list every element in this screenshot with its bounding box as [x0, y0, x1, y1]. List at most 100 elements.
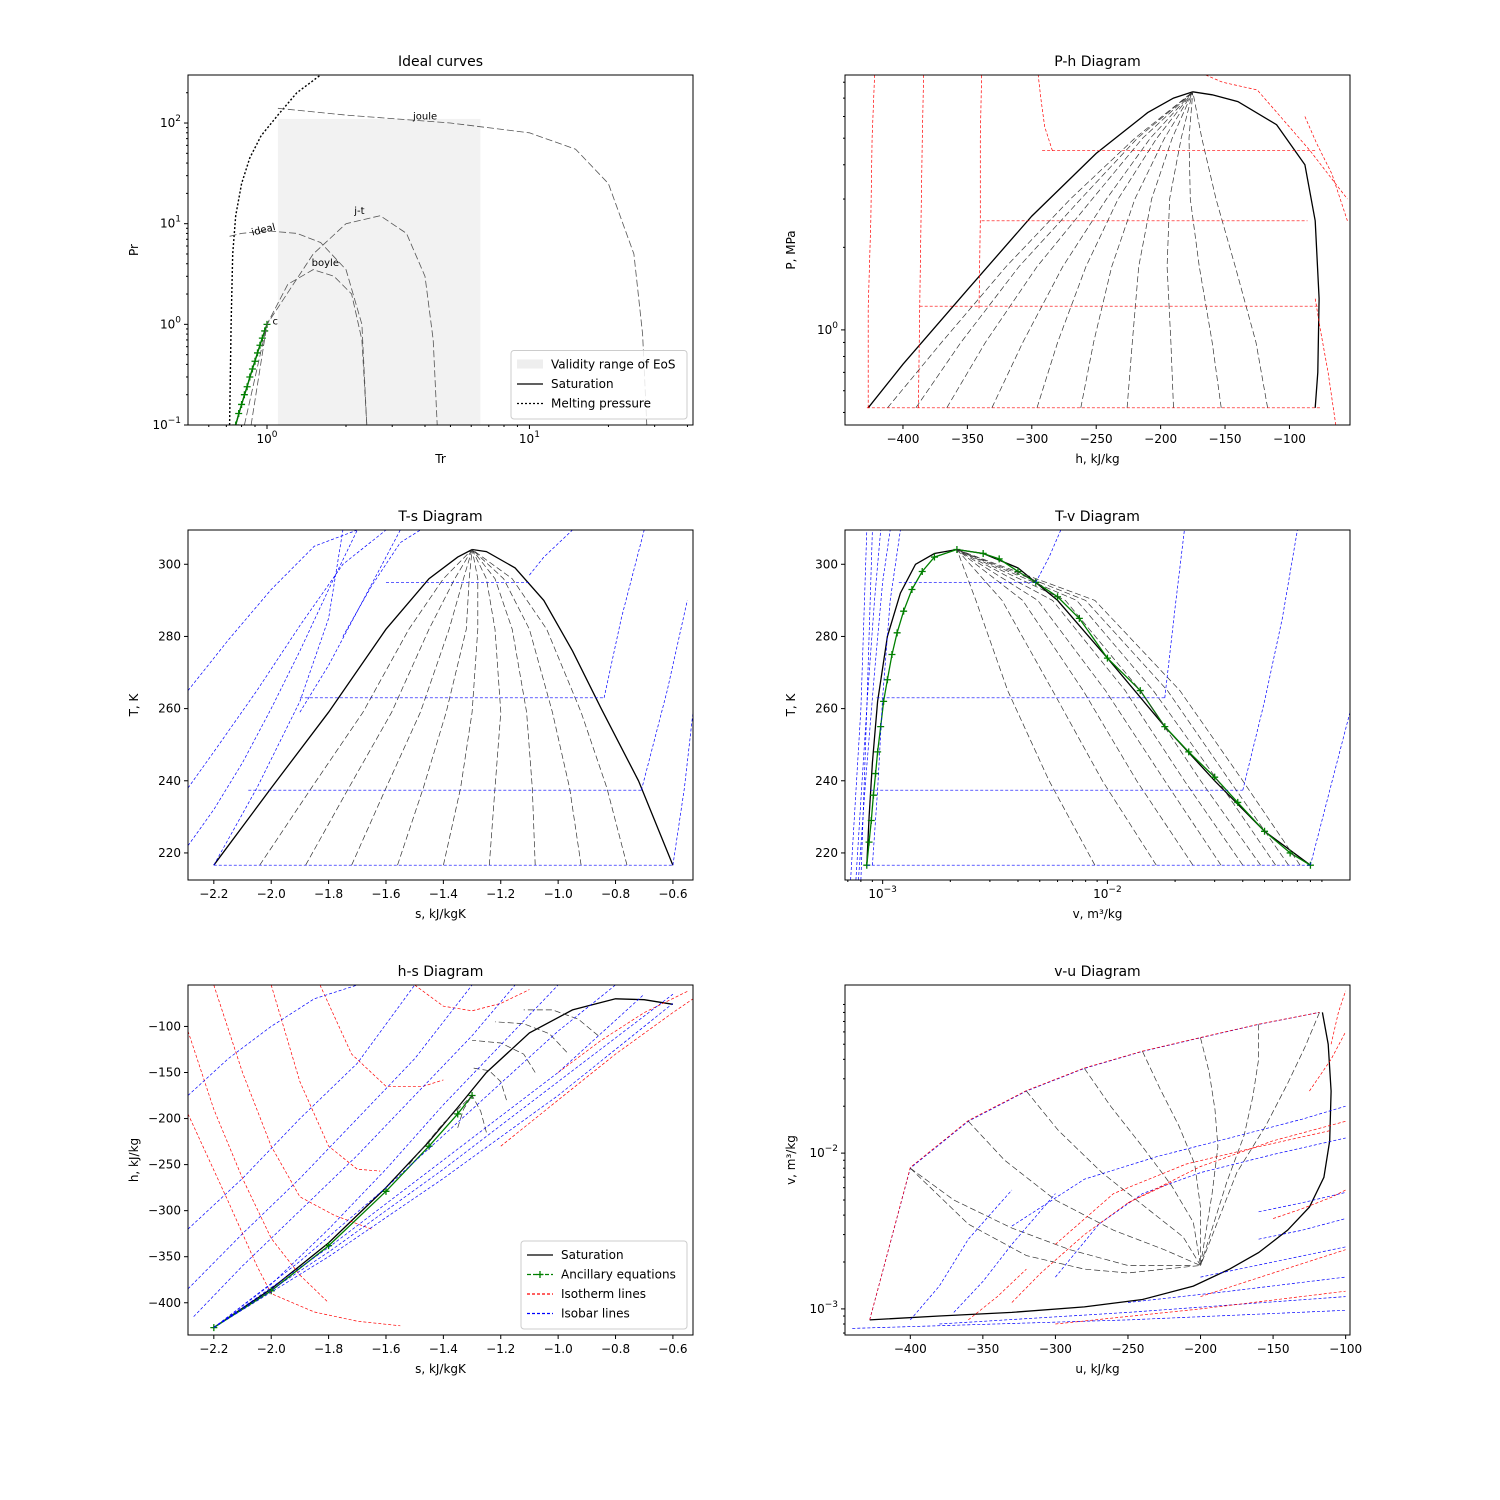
ancillary-point — [1161, 723, 1169, 731]
y-tick-label: 10−1 — [152, 416, 181, 432]
series-isotherm-line — [270, 985, 381, 1172]
series-isobar-line — [672, 712, 693, 866]
series-isoquality-line — [1192, 91, 1268, 408]
x-tick-label: −0.8 — [601, 1342, 630, 1356]
series-isoquality-line — [956, 549, 1157, 866]
series-isotherm-line — [1330, 990, 1346, 1045]
series-isobar-line — [213, 993, 645, 1328]
ancillary-point — [872, 770, 880, 778]
series-isotherm-line — [1205, 75, 1348, 200]
series-isobar-line — [188, 985, 473, 1290]
series-isobar-line — [1310, 712, 1350, 866]
series-isotherm-line — [1037, 75, 1053, 151]
panel-ts: −2.2 −2.0 −1.8 −1.6 −1.4 −1.2 −1.0 −0.8 −0.6 220 2… — [127, 509, 694, 921]
y-tick-label: 280 — [158, 629, 181, 643]
x-tick-label: 100 — [256, 430, 277, 446]
x-tick-label: −1.4 — [429, 1342, 458, 1356]
series-isoquality-line — [1166, 91, 1194, 408]
ancillary-point — [240, 391, 248, 399]
series-isobar-line — [869, 1012, 1320, 1320]
series-isotherm-line — [1011, 1181, 1172, 1303]
validity-region — [277, 118, 481, 425]
x-tick-label: −1.6 — [371, 887, 400, 901]
annotation-joule: joule — [412, 112, 437, 123]
y-axis-label: T, K — [784, 692, 798, 717]
plot-area — [866, 75, 1348, 425]
series-isobar-line — [188, 985, 415, 1096]
ancillary-point — [1185, 748, 1193, 756]
series-isoquality-line — [910, 1167, 1194, 1266]
ancillary-point — [874, 748, 882, 756]
ancillary-point — [454, 1110, 462, 1118]
x-tick-label: −0.6 — [658, 887, 687, 901]
x-axis-label: v, m³/kg — [1073, 907, 1123, 921]
series-isoquality-line — [1026, 1090, 1201, 1266]
y-axis-label: h, kJ/kg — [127, 1138, 141, 1182]
series-isoquality-line — [259, 549, 473, 866]
series-isoquality-line — [471, 549, 502, 866]
x-tick-label: −350 — [966, 1342, 999, 1356]
series-isoquality-line — [1142, 1051, 1201, 1266]
series-isobar-line — [1035, 530, 1062, 583]
series-isobar-line — [953, 1193, 1056, 1313]
series-isoquality-line — [1080, 91, 1194, 408]
x-tick-label: −150 — [1257, 1342, 1290, 1356]
x-tick-label: −100 — [1329, 1342, 1362, 1356]
y-axis-label: v, m³/kg — [784, 1135, 798, 1185]
ancillary-point — [238, 400, 246, 408]
ancillary-point — [1234, 798, 1242, 806]
y-tick-label: 280 — [815, 629, 838, 643]
series-saturation-line — [869, 1012, 1332, 1321]
ancillary-point — [1286, 849, 1294, 857]
series-isotherm-line — [319, 985, 444, 1087]
y-axis-label: T, K — [127, 692, 141, 717]
x-tick-label: 10−2 — [1093, 885, 1122, 901]
series-isoquality-line — [968, 1121, 1201, 1266]
series-curve-line — [277, 107, 648, 425]
series-isoquality-line — [443, 549, 479, 866]
series-isobar-line — [939, 1296, 1346, 1325]
series-isobar-line — [1242, 530, 1298, 791]
legend-label: Ancillary equations — [561, 1268, 676, 1282]
series-isoquality-line — [1188, 91, 1222, 408]
y-tick-label: 10−2 — [809, 1144, 838, 1160]
y-axis-label: Pr — [127, 244, 141, 256]
series-isotherm-line — [1304, 116, 1348, 221]
ancillary-point — [258, 334, 266, 342]
plot-area — [188, 985, 693, 1332]
ancillary-point — [1103, 654, 1111, 662]
series-isoquality-line — [915, 91, 1194, 408]
series-isotherm-line — [1272, 1189, 1346, 1219]
annotation-c: c — [273, 316, 279, 327]
annotation-j-t: j-t — [353, 206, 364, 217]
ancillary-point — [867, 816, 875, 824]
series-isoquality-line — [956, 549, 1289, 866]
series-isobar-line — [850, 530, 868, 880]
y-tick-label: 220 — [815, 846, 838, 860]
plot-area — [852, 990, 1346, 1329]
series-curve-line — [229, 230, 368, 425]
series-isoquality-line — [956, 549, 1096, 866]
series-isoquality-line — [305, 549, 473, 866]
x-tick-label: −1.8 — [314, 887, 343, 901]
series-isobar-line — [872, 530, 901, 866]
ancillary-point — [246, 373, 254, 381]
ancillary-point — [243, 383, 251, 391]
series-isotherm-line — [1200, 1249, 1346, 1297]
plot-area — [228, 75, 648, 425]
x-axis-label: h, kJ/kg — [1075, 452, 1119, 466]
ancillary-point — [893, 629, 901, 637]
legend-label: Validity range of EoS — [551, 358, 676, 372]
legend-label: Saturation — [551, 377, 614, 391]
annotation-boyle: boyle — [312, 258, 339, 269]
x-tick-label: −2.0 — [257, 1342, 286, 1356]
x-axis-label: s, kJ/kgK — [415, 1362, 467, 1376]
panel-ph: −400 −350 −300 −250 −200 −150 −100 100 P-h Diagr… — [784, 54, 1351, 466]
series-saturation-line — [213, 998, 674, 1329]
legend-box — [510, 350, 688, 420]
x-tick-label: −1.8 — [314, 1342, 343, 1356]
x-tick-label: −250 — [1111, 1342, 1144, 1356]
panel-tv: 10−3 10−2 220 240 260 280 300 T-v Diagram v, m³/… — [784, 509, 1351, 921]
series-curve-line — [244, 215, 438, 425]
